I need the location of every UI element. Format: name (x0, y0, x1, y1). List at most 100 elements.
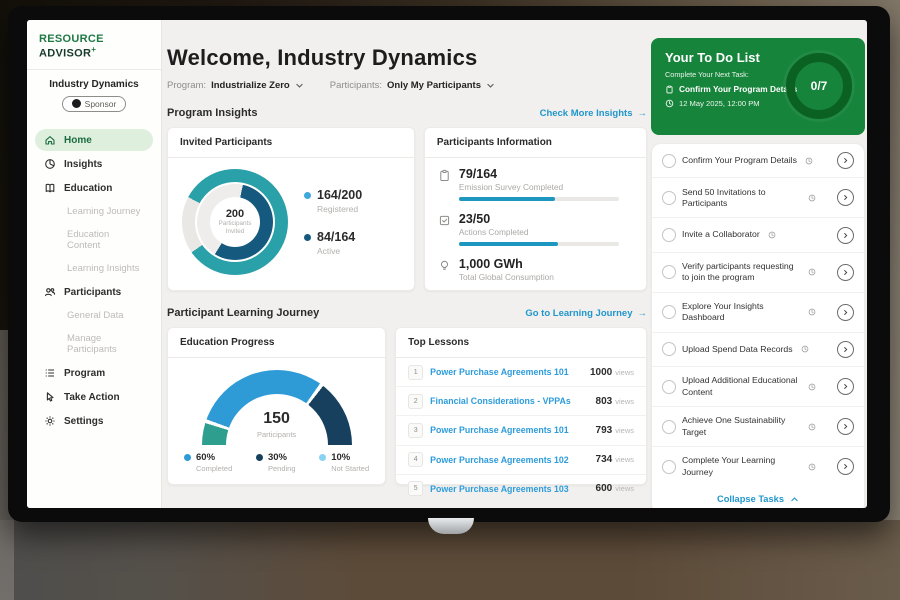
hand-pointer-icon (46, 392, 54, 402)
sidebar-item-participants[interactable]: Participants (35, 281, 153, 303)
sidebar-item-learning-journey[interactable]: Learning Journey (35, 201, 153, 222)
task-row-upload-spend-data[interactable]: Upload Spend Data Records (652, 331, 864, 366)
organization-name: Industry Dynamics (49, 78, 139, 90)
chevron-right-icon[interactable] (837, 378, 854, 396)
chevron-right-icon[interactable] (837, 418, 854, 436)
lesson-rank: 2 (408, 393, 424, 409)
chevron-right-icon[interactable] (837, 226, 854, 244)
card-title: Participants Information (424, 128, 646, 158)
program-dropdown-label: Program: (167, 80, 207, 91)
arrow-right-icon: → (637, 107, 648, 119)
insights-pie-icon (45, 159, 55, 170)
lesson-row: 3 Power Purchase Agreements 101 793 views (396, 415, 646, 444)
sidebar-item-home[interactable]: Home (35, 129, 153, 152)
sidebar-item-education[interactable]: Education (35, 177, 153, 199)
clock-icon (665, 99, 674, 108)
todo-subtitle: Complete Your Next Task: (665, 70, 749, 79)
task-row-explore-insights[interactable]: Explore Your Insights Dashboard (652, 291, 864, 332)
todo-next-task-label: Confirm Your Program Details (679, 84, 798, 94)
legend-label: Active (317, 246, 341, 256)
task-checkbox[interactable] (662, 265, 676, 280)
legend-label: Pending (267, 464, 296, 473)
sidebar-item-settings[interactable]: Settings (35, 410, 153, 432)
lesson-title-link[interactable]: Power Purchase Agreements 101 (430, 367, 569, 378)
program-dropdown[interactable]: Program: Industrialize Zero (167, 80, 304, 91)
task-checkbox[interactable] (662, 228, 676, 243)
task-checkbox[interactable] (662, 342, 676, 357)
task-row-confirm-program[interactable]: Confirm Your Program Details (652, 144, 864, 177)
top-lessons-card: Top Lessons 1 Power Purchase Agreements … (395, 327, 647, 497)
check-more-insights-link[interactable]: Check More Insights → (540, 108, 647, 119)
sidebar-item-insights[interactable]: Insights (35, 153, 153, 175)
lesson-title-link[interactable]: Power Purchase Agreements 102 (430, 454, 569, 465)
task-checkbox[interactable] (662, 379, 676, 394)
task-label: Complete Your Learning Journey (682, 455, 776, 477)
education-gauge-legend: 60% Completed 30% Pending (168, 448, 385, 473)
task-row-send-invitations[interactable]: Send 50 Invitations to Participants (652, 177, 864, 217)
sidebar-item-education-content[interactable]: Education Content (35, 224, 153, 256)
logo-text-advisor: ADVISOR (39, 47, 92, 60)
chevron-right-icon[interactable] (837, 189, 854, 207)
task-row-invite-collaborator[interactable]: Invite a Collaborator (652, 217, 864, 251)
sidebar-item-program[interactable]: Program (35, 362, 153, 384)
link-label: Check More Insights (539, 107, 633, 119)
task-row-verify-participants[interactable]: Verify participants requesting to join t… (652, 251, 864, 292)
task-checkbox[interactable] (662, 153, 676, 168)
chevron-down-icon (296, 83, 303, 88)
stat-value: 79/164 (458, 167, 498, 181)
lesson-title-link[interactable]: Power Purchase Agreements 103 (430, 483, 569, 494)
legend-label: Not Started (331, 464, 370, 473)
task-checkbox[interactable] (662, 459, 676, 474)
chevron-right-icon[interactable] (837, 458, 854, 476)
program-insights-header: Program Insights Check More Insights → (167, 107, 647, 119)
todo-title: Your To Do List (665, 50, 760, 65)
task-checkbox[interactable] (662, 190, 676, 205)
task-label: Upload Additional Educational Content (682, 375, 798, 397)
collapse-label: Collapse Tasks (716, 494, 784, 505)
completed-dot-icon (184, 454, 191, 461)
invited-participants-card: Invited Participants 200 Participants In… (167, 127, 415, 291)
sidebar-item-label: Insights (64, 158, 103, 170)
chevron-right-icon[interactable] (837, 340, 854, 358)
lesson-title-link[interactable]: Power Purchase Agreements 101 (430, 425, 569, 436)
participants-information-card: Participants Information 79/164 Emission… (423, 127, 647, 291)
chevron-right-icon[interactable] (837, 152, 854, 170)
task-checkbox[interactable] (662, 305, 676, 320)
task-row-upload-educational-content[interactable]: Upload Additional Educational Content (652, 366, 864, 406)
clock-icon (801, 346, 808, 353)
sidebar-item-manage-participants[interactable]: Manage Participants (35, 328, 153, 360)
task-row-complete-learning-journey[interactable]: Complete Your Learning Journey (652, 446, 864, 486)
lesson-row: 1 Power Purchase Agreements 101 1000 view… (396, 358, 646, 386)
sponsor-badge-label: Sponsor (84, 98, 117, 109)
program-dropdown-value: Industrialize Zero (211, 80, 290, 91)
sidebar-item-take-action[interactable]: Take Action (35, 386, 153, 408)
clock-icon (808, 463, 816, 470)
participants-dropdown-label: Participants: (329, 80, 383, 91)
sponsor-badge[interactable]: Sponsor (61, 95, 127, 112)
legend-value: 60% (196, 452, 216, 463)
clock-icon (808, 423, 816, 430)
link-label: Go to Learning Journey (525, 307, 633, 319)
lesson-title-link[interactable]: Financial Considerations - VPPAs (430, 396, 571, 407)
chevron-down-icon (487, 83, 494, 88)
chevron-right-icon[interactable] (837, 303, 854, 321)
sidebar-item-learning-insights[interactable]: Learning Insights (35, 258, 153, 279)
participants-dropdown[interactable]: Participants: Only My Participants (330, 80, 495, 91)
task-checkbox[interactable] (662, 419, 676, 434)
stat-actions-completed: 23/50 Actions Completed (425, 203, 646, 248)
card-title: Top Lessons (396, 328, 646, 358)
invited-legend: 164/200 Registered 84/164 Active (304, 188, 362, 256)
logo-text-resource: RESOURCE (39, 33, 104, 45)
task-label: Upload Spend Data Records (682, 343, 793, 354)
collapse-tasks-link[interactable]: Collapse Tasks (652, 486, 864, 508)
go-to-learning-journey-link[interactable]: Go to Learning Journey → (525, 308, 647, 319)
stat-consumption: 1,000 GWh Total Global Consumption (425, 248, 646, 284)
sidebar-item-general-data[interactable]: General Data (35, 305, 153, 326)
stat-label: Emission Survey Completed (458, 182, 564, 192)
sponsor-badge-icon (71, 99, 81, 109)
task-label: Invite a Collaborator (682, 229, 760, 240)
task-row-achieve-sustainability-target[interactable]: Achieve One Sustainability Target (652, 406, 864, 446)
active-dot-icon (304, 234, 311, 241)
legend-value: 164/200 (317, 188, 363, 202)
chevron-right-icon[interactable] (837, 263, 854, 281)
